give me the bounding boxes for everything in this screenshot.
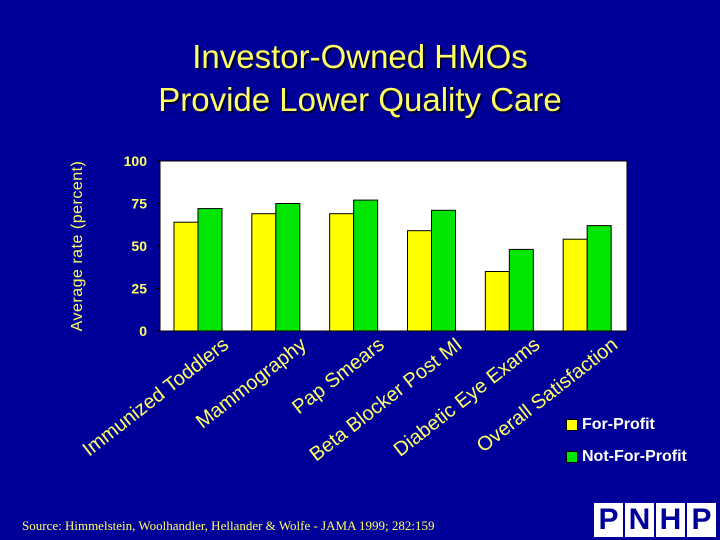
y-tick-label: 50: [131, 238, 147, 254]
data-label: 35: [486, 249, 504, 266]
data-label: 64: [175, 199, 193, 216]
data-label: 75: [283, 177, 301, 194]
bar-for-profit: [329, 213, 355, 332]
data-label: 59: [409, 208, 427, 225]
logo-letter: N: [625, 503, 654, 537]
y-tick-label: 100: [124, 153, 148, 169]
legend-label-not-for-profit: Not-For-Profit: [582, 448, 687, 465]
x-tick-label: Overall Satisfaction: [473, 334, 622, 457]
data-label: 69: [253, 191, 271, 208]
bar-for-profit: [562, 238, 588, 332]
data-label: 69: [331, 191, 349, 208]
data-label: 71: [439, 183, 457, 200]
pnhp-logo: P N H P: [594, 503, 716, 537]
data-label: 77: [361, 173, 379, 190]
data-label: 54: [564, 216, 582, 233]
plot-area: [159, 160, 628, 332]
logo-letter: P: [687, 503, 716, 537]
chart-title-line-1: Investor-Owned HMOs: [192, 38, 528, 75]
bar-not-for-profit: [197, 208, 223, 332]
data-label: 72: [205, 182, 223, 199]
source-citation: Source: Himmelstein, Woolhandler, Hellan…: [22, 518, 435, 533]
x-tick-label: Diabetic Eye Exams: [390, 334, 545, 462]
bar-not-for-profit: [431, 209, 456, 332]
legend-item-for-profit: For-Profit: [566, 416, 655, 434]
bar-for-profit: [173, 221, 199, 332]
data-label: 48: [516, 222, 534, 239]
legend-label-for-profit: For-Profit: [582, 416, 655, 433]
x-tick-label: Beta Blocker Post MI: [306, 334, 467, 466]
legend-swatch-for-profit: [566, 419, 578, 431]
x-tick-label: Immunized Toddlers: [79, 334, 233, 461]
bar-for-profit: [484, 271, 510, 332]
bar-for-profit: [251, 213, 277, 332]
logo-letter: P: [594, 503, 623, 537]
bar-not-for-profit: [353, 199, 379, 332]
y-tick-label: 75: [131, 196, 147, 212]
chart-title-line-2: Provide Lower Quality Care: [158, 81, 562, 118]
y-tick-label: 25: [131, 281, 147, 297]
y-tick-label: 0: [139, 323, 147, 339]
legend-item-not-for-profit: Not-For-Profit: [566, 448, 687, 466]
bar-not-for-profit: [508, 248, 534, 332]
legend-swatch-not-for-profit: [566, 451, 578, 463]
logo-letter: H: [656, 503, 685, 537]
bar-for-profit: [407, 230, 432, 332]
bar-not-for-profit: [275, 203, 301, 332]
bar-not-for-profit: [586, 225, 612, 332]
data-label: 62: [594, 199, 612, 216]
